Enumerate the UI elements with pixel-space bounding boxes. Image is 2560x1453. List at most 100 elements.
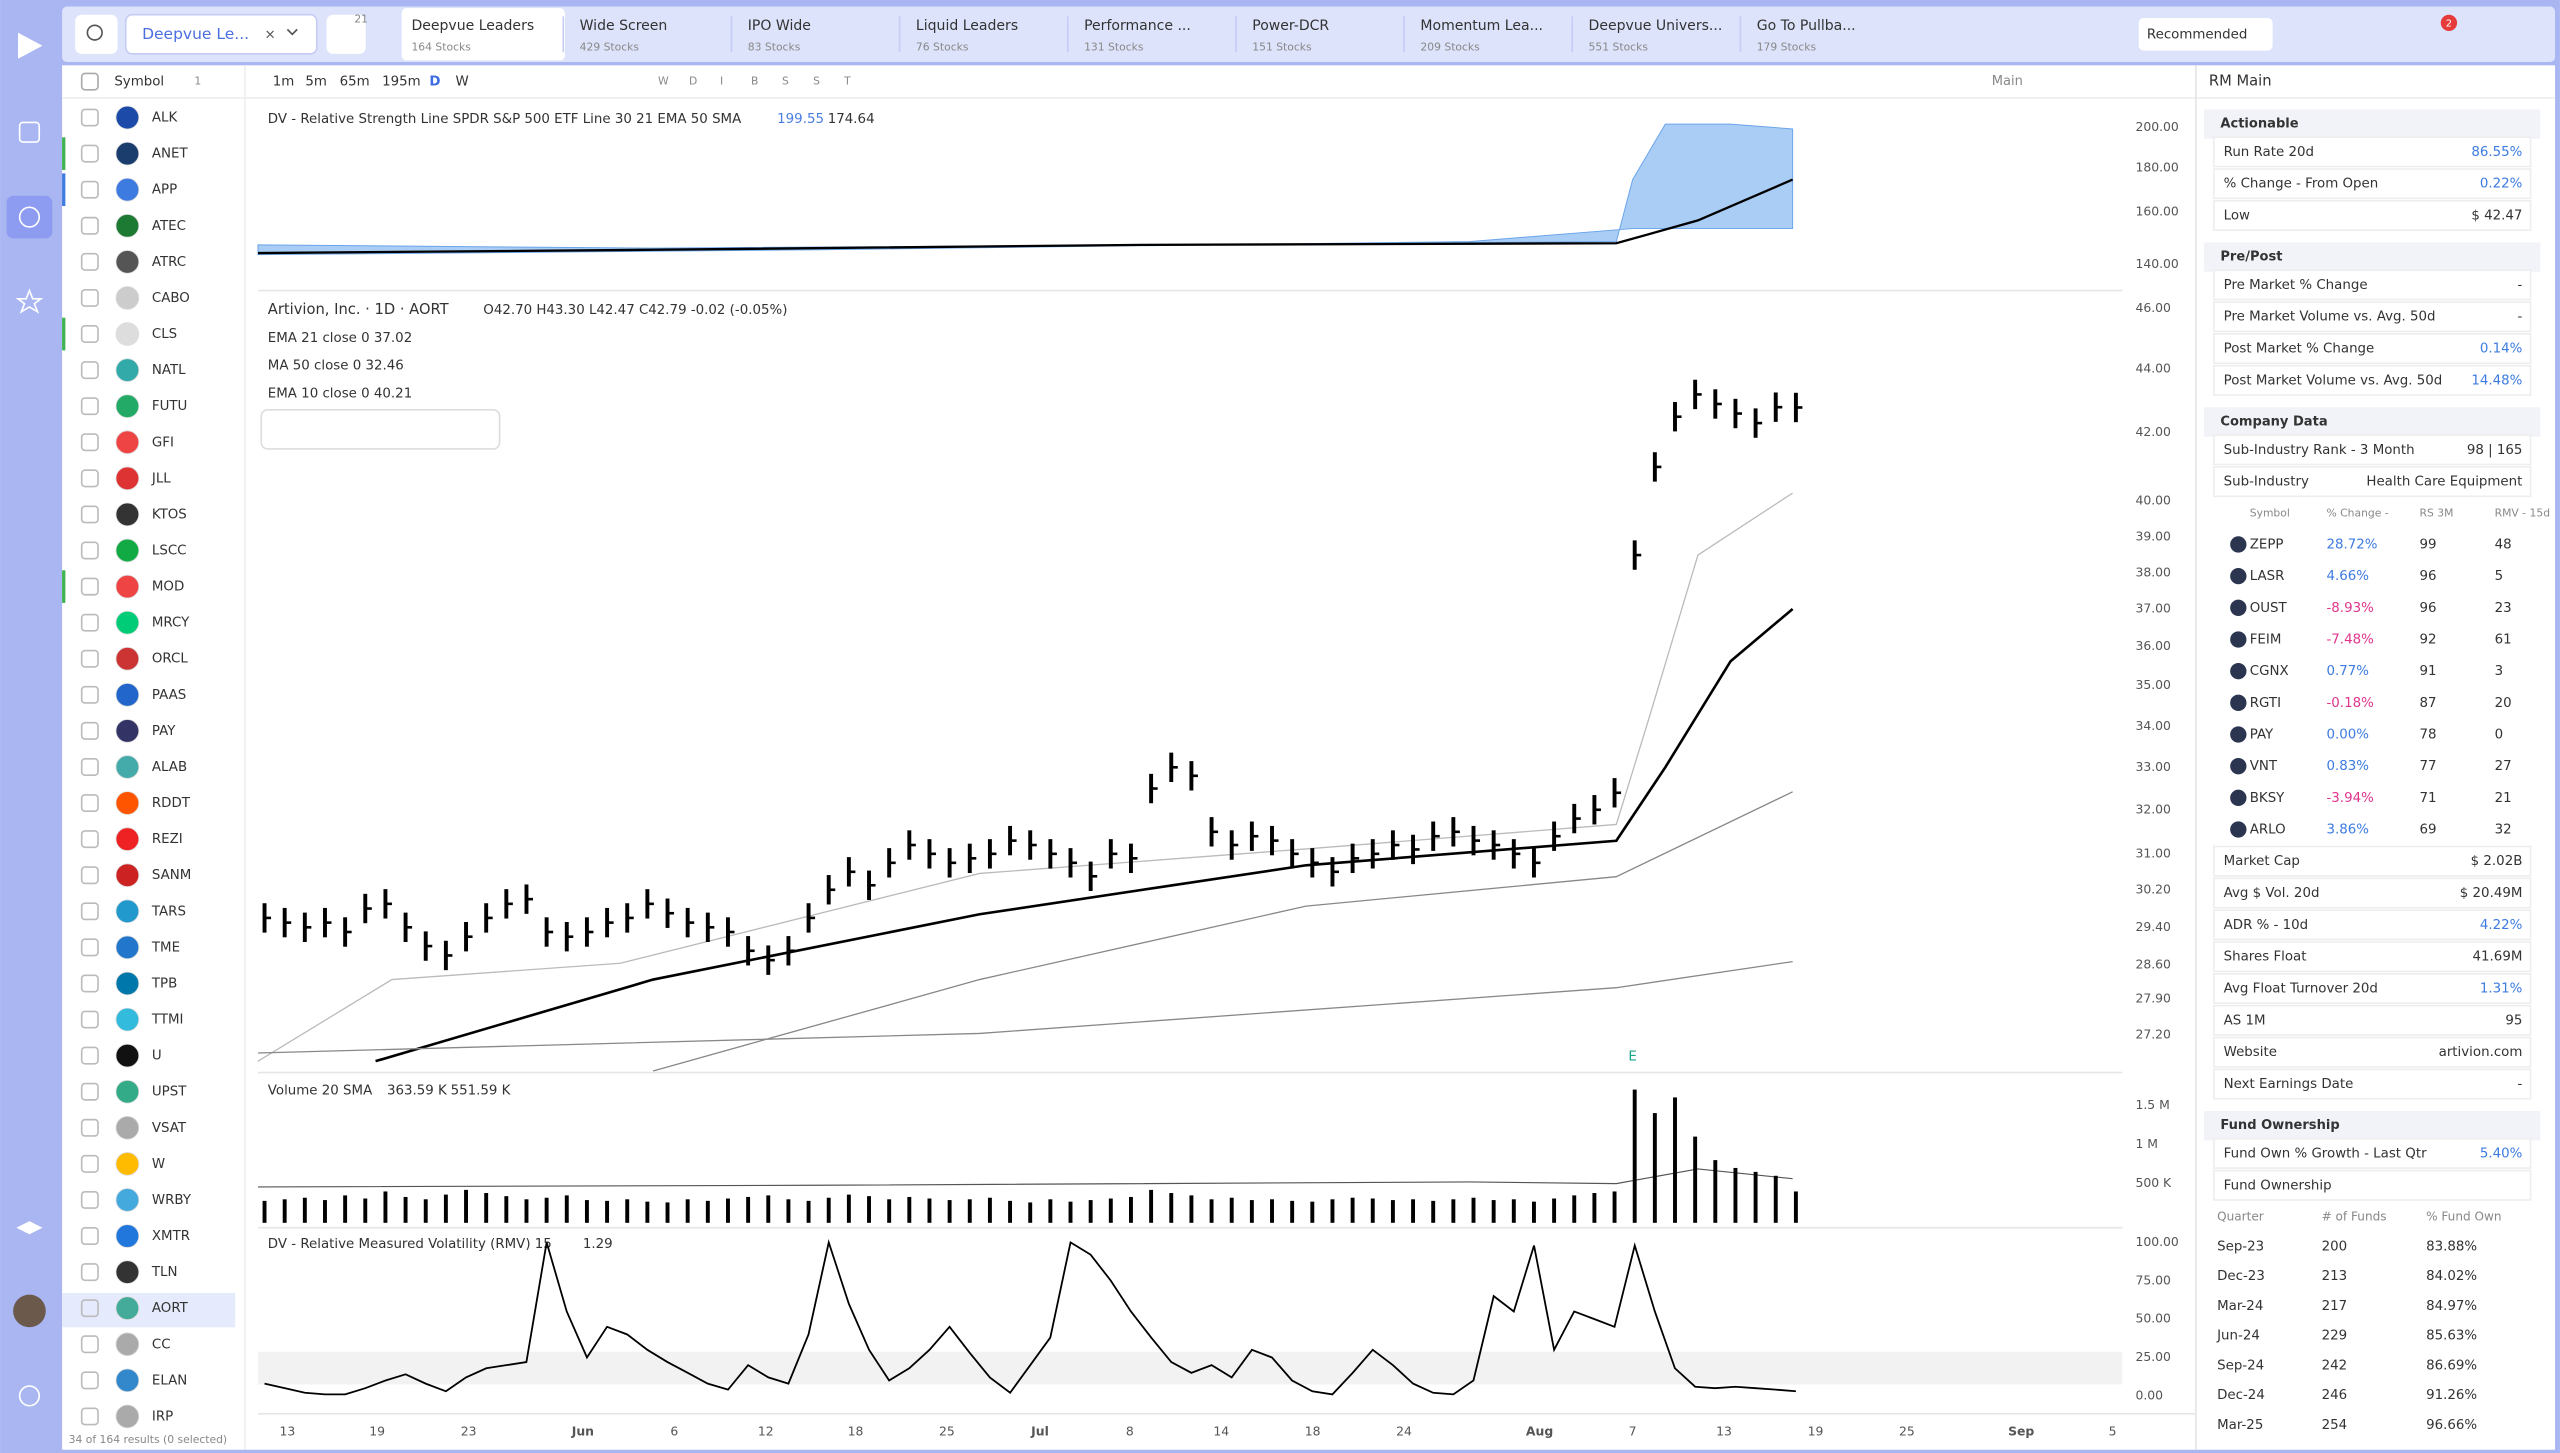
checkbox[interactable] <box>80 397 99 416</box>
chart-tool[interactable]: S <box>782 75 789 88</box>
peer-cell[interactable]: FEIM <box>2250 632 2282 647</box>
tab-name[interactable]: Wide Screen <box>580 18 668 34</box>
checkbox[interactable] <box>80 1154 99 1173</box>
checkbox[interactable] <box>80 902 99 921</box>
checkbox[interactable] <box>80 1046 99 1065</box>
checkbox[interactable] <box>80 72 99 91</box>
symbol[interactable]: FUTU <box>152 399 187 414</box>
symbol[interactable]: PAY <box>152 724 176 739</box>
chart-tool[interactable]: I <box>720 75 723 88</box>
chart-tool[interactable]: T <box>843 75 851 88</box>
tab-name[interactable]: Power-DCR <box>1252 18 1329 34</box>
symbol[interactable]: TPB <box>151 976 177 991</box>
symbol[interactable]: ANET <box>152 147 189 162</box>
chart-tool[interactable]: W <box>658 75 669 88</box>
symbol[interactable]: UPST <box>152 1085 187 1100</box>
checkbox[interactable] <box>80 1118 99 1137</box>
peer-cell[interactable]: PAY <box>2250 727 2274 742</box>
symbol[interactable]: ATEC <box>152 219 186 234</box>
peer-cell[interactable]: ARLO <box>2250 823 2286 838</box>
nav-icon[interactable] <box>15 288 44 314</box>
symbol[interactable]: NATL <box>152 363 186 378</box>
nav-icon[interactable] <box>18 121 41 143</box>
layout-name[interactable]: Main <box>1992 74 2023 89</box>
drawing-toolbar[interactable] <box>260 408 501 450</box>
checkbox[interactable] <box>80 1371 99 1390</box>
symbol[interactable]: CLS <box>152 327 177 342</box>
checkbox[interactable] <box>80 252 99 271</box>
symbol[interactable]: XMTR <box>152 1229 190 1244</box>
tab-name[interactable]: Liquid Leaders <box>916 18 1018 34</box>
checkbox[interactable] <box>80 938 99 957</box>
symbol[interactable]: TTMI <box>151 1013 184 1028</box>
peer-cell[interactable]: OUST <box>2250 601 2288 616</box>
checkbox[interactable] <box>80 1335 99 1354</box>
checkbox[interactable] <box>80 361 99 380</box>
checkbox[interactable] <box>80 1010 99 1029</box>
tab-name[interactable]: Go To Pullba... <box>1757 18 1856 34</box>
timeframe[interactable]: 5m <box>305 75 327 90</box>
timeframe[interactable]: D <box>429 75 440 90</box>
sort-select[interactable] <box>2138 17 2273 51</box>
nav-icon[interactable] <box>16 1221 43 1235</box>
tab-name[interactable]: Performance ... <box>1084 18 1191 34</box>
checkbox[interactable] <box>80 758 99 776</box>
nav-active[interactable] <box>6 195 53 239</box>
checkbox[interactable] <box>80 288 99 307</box>
symbol[interactable]: MRCY <box>152 616 190 631</box>
checkbox[interactable] <box>80 505 99 524</box>
peer-cell[interactable]: RGTI <box>2250 696 2281 711</box>
checkbox[interactable] <box>80 469 99 488</box>
symbol[interactable]: VSAT <box>152 1121 187 1136</box>
checkbox[interactable] <box>80 180 99 199</box>
symbol[interactable]: WRBY <box>152 1193 192 1208</box>
symbol[interactable]: ALK <box>152 111 179 126</box>
symbol[interactable]: ORCL <box>152 652 188 667</box>
filter-button[interactable] <box>326 14 366 54</box>
checkbox[interactable] <box>80 216 99 235</box>
symbol[interactable]: REZI <box>152 832 183 847</box>
symbol[interactable]: KTOS <box>152 507 187 522</box>
checkbox[interactable] <box>80 541 99 560</box>
symbol[interactable]: AORT <box>152 1301 189 1316</box>
chart-tool[interactable]: B <box>751 75 758 88</box>
symbol[interactable]: TME <box>151 940 180 955</box>
checkbox[interactable] <box>80 1227 99 1246</box>
timeframe[interactable]: 195m <box>382 75 421 90</box>
checkbox[interactable] <box>80 830 99 849</box>
checkbox[interactable] <box>80 685 99 704</box>
timeframe[interactable]: 65m <box>340 75 370 90</box>
tab-active[interactable] <box>401 8 565 61</box>
checkbox[interactable] <box>80 1190 99 1209</box>
symbol[interactable]: ALAB <box>152 760 187 775</box>
peer-cell[interactable]: VNT <box>2250 759 2278 774</box>
search-button[interactable] <box>75 14 118 54</box>
checkbox[interactable] <box>80 108 99 127</box>
checkbox[interactable] <box>80 974 99 993</box>
peer-cell[interactable]: CGNX <box>2250 664 2289 679</box>
avatar[interactable] <box>13 1294 46 1328</box>
symbol[interactable]: JLL <box>151 471 171 486</box>
tab-name[interactable]: Momentum Lea... <box>1420 18 1543 34</box>
checkbox[interactable] <box>80 1299 99 1318</box>
timeframe[interactable]: W <box>456 75 469 90</box>
watchlist-select[interactable] <box>124 13 318 55</box>
checkbox[interactable] <box>80 577 99 596</box>
tab-name[interactable]: Deepvue Univers... <box>1589 18 1723 34</box>
timeframe[interactable]: 1m <box>273 75 295 90</box>
checkbox[interactable] <box>80 613 99 632</box>
symbol[interactable]: MOD <box>152 580 184 595</box>
peer-cell[interactable]: LASR <box>2250 569 2285 584</box>
nav-icon[interactable] <box>18 206 41 228</box>
symbol[interactable]: IRP <box>152 1409 173 1424</box>
clear[interactable]: × <box>265 27 276 42</box>
checkbox[interactable] <box>80 144 99 163</box>
checkbox[interactable] <box>80 1407 99 1426</box>
symbol[interactable]: ATRC <box>152 255 186 270</box>
symbol[interactable]: TLN <box>151 1265 178 1280</box>
chart-tool[interactable]: D <box>689 75 697 88</box>
checkbox[interactable] <box>80 866 99 885</box>
symbol[interactable]: CC <box>152 1337 171 1352</box>
chart-tool[interactable]: S <box>813 75 820 88</box>
symbol[interactable]: U <box>152 1049 162 1064</box>
